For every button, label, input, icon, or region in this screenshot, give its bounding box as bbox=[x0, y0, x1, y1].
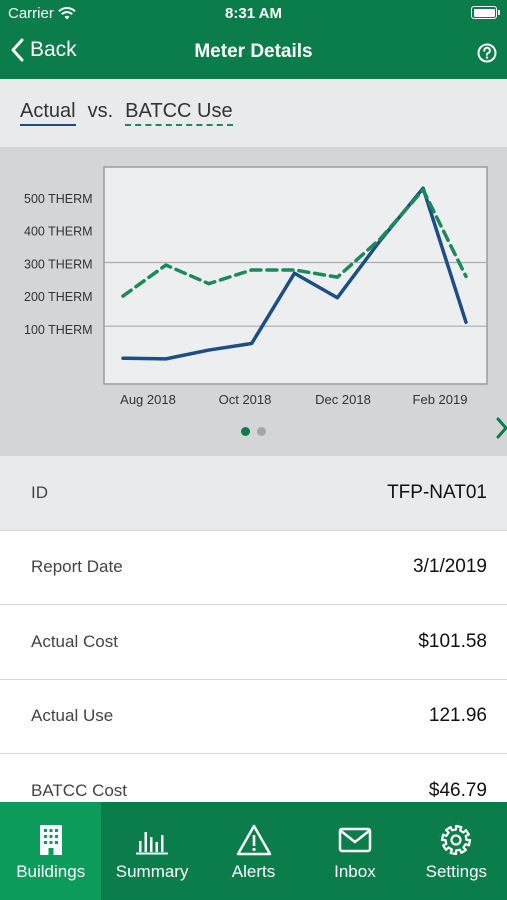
chevron-right-icon bbox=[496, 417, 507, 439]
detail-value: 3/1/2019 bbox=[413, 556, 487, 578]
back-label: Back bbox=[30, 38, 77, 61]
legend-batcc: BATCC Use bbox=[125, 100, 233, 126]
detail-label: BATCC Cost bbox=[31, 780, 128, 800]
chart-legend: Actual vs. BATCC Use bbox=[20, 100, 233, 126]
x-tick-label: Feb 2019 bbox=[413, 392, 468, 407]
detail-label: Report Date bbox=[31, 557, 123, 577]
y-tick-label: 300 THERM bbox=[24, 257, 93, 271]
meter-details-list: ID TFP-NAT01 Report Date 3/1/2019 Actual… bbox=[0, 456, 507, 829]
legend-actual: Actual bbox=[20, 100, 76, 126]
detail-value: TFP-NAT01 bbox=[387, 481, 487, 503]
tab-summary[interactable]: Summary bbox=[101, 802, 202, 900]
detail-value: $46.79 bbox=[428, 779, 487, 801]
tab-label: Settings bbox=[425, 862, 488, 881]
clock: 8:31 AM bbox=[225, 5, 282, 22]
status-bar: Carrier 8:31 AM bbox=[0, 0, 507, 28]
page-dot-active bbox=[241, 427, 250, 436]
battery-icon bbox=[471, 6, 500, 19]
detail-label: Actual Cost bbox=[31, 631, 118, 651]
wifi-icon bbox=[58, 7, 76, 20]
gear-icon bbox=[441, 824, 472, 856]
x-tick-label: Dec 2018 bbox=[315, 392, 371, 407]
carrier-info: Carrier bbox=[8, 5, 76, 22]
building-icon bbox=[39, 825, 62, 855]
envelope-icon bbox=[338, 827, 372, 853]
page-indicator bbox=[0, 427, 507, 436]
y-tick-label: 400 THERM bbox=[24, 225, 93, 239]
detail-row-report-date: Report Date 3/1/2019 bbox=[0, 530, 507, 605]
usage-chart[interactable]: 500 THERM 400 THERM 300 THERM 200 THERM 100 … bbox=[0, 147, 507, 456]
y-tick-label: 200 THERM bbox=[24, 290, 93, 304]
page-dot bbox=[257, 427, 266, 436]
tab-alerts[interactable]: Alerts bbox=[203, 802, 304, 900]
tab-buildings[interactable]: Buildings bbox=[0, 802, 102, 900]
chart-legend-bar: Actual vs. BATCC Use bbox=[0, 79, 507, 147]
carrier-label: Carrier bbox=[8, 5, 54, 22]
actual-series-line bbox=[121, 186, 468, 361]
batcc-series-line bbox=[121, 188, 468, 298]
detail-row-actual-cost: Actual Cost $101.58 bbox=[0, 605, 507, 680]
detail-label: ID bbox=[31, 482, 48, 502]
tab-label: Summary bbox=[115, 862, 189, 881]
tab-label: Alerts bbox=[231, 862, 276, 881]
x-tick-label: Aug 2018 bbox=[120, 392, 176, 407]
detail-row-actual-use: Actual Use 121.96 bbox=[0, 679, 507, 754]
detail-value: 121.96 bbox=[428, 705, 487, 727]
legend-vs: vs. bbox=[87, 100, 114, 122]
y-tick-label: 100 THERM bbox=[24, 323, 93, 337]
detail-row-id: ID TFP-NAT01 bbox=[0, 456, 507, 531]
x-tick-label: Oct 2018 bbox=[219, 392, 272, 407]
warning-icon bbox=[236, 824, 271, 856]
chevron-left-icon bbox=[11, 38, 24, 62]
tab-inbox[interactable]: Inbox bbox=[304, 802, 405, 900]
back-button[interactable]: Back bbox=[10, 38, 77, 62]
tab-settings[interactable]: Settings bbox=[406, 802, 507, 900]
detail-label: Actual Use bbox=[31, 706, 114, 726]
usage-chart-svg: 500 THERM 400 THERM 300 THERM 200 THERM 100 … bbox=[24, 166, 488, 407]
page-title: Meter Details bbox=[194, 41, 313, 62]
tab-label: Buildings bbox=[16, 862, 86, 881]
bar-chart-icon bbox=[136, 832, 169, 855]
detail-value: $101.58 bbox=[418, 630, 487, 652]
help-icon bbox=[477, 43, 497, 63]
nav-bar: Back Meter Details bbox=[0, 28, 507, 79]
tab-bar: Buildings Summary Alerts Inbox Settings bbox=[0, 802, 507, 900]
y-tick-label: 500 THERM bbox=[24, 192, 93, 206]
help-button[interactable] bbox=[477, 43, 497, 68]
tab-label: Inbox bbox=[334, 862, 376, 881]
